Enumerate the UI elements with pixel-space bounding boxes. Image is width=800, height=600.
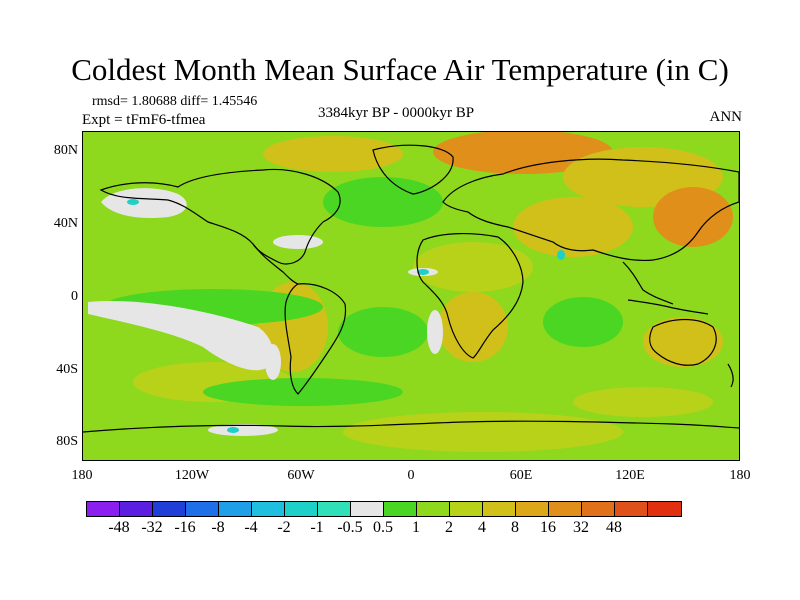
indonesia-coast <box>627 299 709 315</box>
colorbar-swatch <box>450 502 483 516</box>
stats-label: rmsd= 1.80688 diff= 1.45546 <box>92 94 258 109</box>
colorbar-swatch <box>219 502 252 516</box>
greenland-coast <box>372 144 454 195</box>
colorbar-tick-label: -0.5 <box>337 519 363 536</box>
colorbar-swatch <box>318 502 351 516</box>
colorbar-tick-label: 48 <box>606 519 622 536</box>
south-pacific-warm-patch <box>573 387 713 417</box>
colorbar-tick-label: 8 <box>511 519 519 536</box>
colorbar-tick-label: 16 <box>540 519 556 536</box>
y-tick-label: 0 <box>71 289 78 304</box>
colorbar-swatch <box>285 502 318 516</box>
y-tick-label: 40S <box>56 362 78 377</box>
y-tick-label: 40N <box>53 216 78 231</box>
eurasia-coast <box>442 158 739 262</box>
map-title: Coldest Month Mean Surface Air Temperatu… <box>71 52 729 87</box>
alaska-near-zero-patch <box>101 188 187 219</box>
east-asia-warm-patch <box>653 187 733 247</box>
new-zealand-coast <box>727 363 734 388</box>
southeast-asia-coast <box>622 261 674 305</box>
coastlines <box>83 144 739 433</box>
colorbar-swatch <box>582 502 615 516</box>
colorbar <box>86 501 682 517</box>
colorbar-swatch <box>153 502 186 516</box>
antarctic-near-zero-patch <box>208 424 278 436</box>
map-panel <box>82 131 740 461</box>
central-asia-warm-patch <box>513 197 633 257</box>
namibia-near-zero-patch <box>427 310 443 354</box>
colorbar-tick-label: -16 <box>174 519 196 536</box>
colorbar-swatch <box>351 502 384 516</box>
colorbar-tick-label: -4 <box>244 519 258 536</box>
southern-ocean-cool-band <box>203 378 403 406</box>
sahel-cold-speck <box>417 269 429 275</box>
antarctic-warm-patch <box>343 412 623 452</box>
x-tick-label: 180 <box>71 468 93 483</box>
chile-near-zero-patch <box>265 344 281 380</box>
x-tick-label: 120W <box>174 468 210 483</box>
anomaly-map <box>83 132 739 460</box>
y-tick-label: 80N <box>53 143 78 158</box>
period-label: 3384kyr BP - 0000kyr BP <box>318 105 475 121</box>
india-cold-speck <box>557 250 565 260</box>
colorbar-tick-label: 1 <box>412 519 420 536</box>
indian-ocean-cool-patch <box>543 297 623 347</box>
colorbar-swatch <box>648 502 681 516</box>
colorbar-swatch <box>516 502 549 516</box>
south-atlantic-cool-patch <box>338 307 428 357</box>
colorbar-swatch <box>384 502 417 516</box>
x-tick-label: 60W <box>287 468 315 483</box>
colorbar-swatch <box>252 502 285 516</box>
colorbar-swatch <box>483 502 516 516</box>
south-america-coast <box>284 283 347 395</box>
colorbar-swatch <box>615 502 648 516</box>
season-label: ANN <box>709 109 743 125</box>
colorbar-swatch <box>87 502 120 516</box>
x-tick-label: 180 <box>729 468 751 483</box>
colorbar-tick-label: -8 <box>211 519 225 536</box>
australia-coast <box>649 318 717 366</box>
australia-warm-patch <box>643 317 723 367</box>
x-tick-label: 0 <box>407 468 415 483</box>
x-tick-label: 120E <box>615 468 645 483</box>
colorbar-tick-label: 2 <box>445 519 453 536</box>
experiment-label: Expt = tFmF6-tfmea <box>82 112 206 128</box>
arctic-warm-patch <box>433 132 613 174</box>
colorbar-swatch <box>186 502 219 516</box>
colorbar-tick-label: -32 <box>141 519 163 536</box>
africa-coast <box>416 232 524 359</box>
pacific-near-zero-band <box>88 301 274 371</box>
mexico-near-zero-patch <box>273 235 323 249</box>
alaska-cold-speck <box>127 199 139 205</box>
north-africa-warm-patch <box>413 242 533 292</box>
antarctica-coast <box>83 420 739 433</box>
southern-africa-warm-patch <box>438 292 508 362</box>
y-tick-label: 80S <box>56 434 78 449</box>
north-atlantic-cool-patch <box>323 177 443 227</box>
colorbar-swatch <box>417 502 450 516</box>
arctic-west-patch <box>263 136 403 172</box>
colorbar-tick-label: 4 <box>478 519 486 536</box>
central-america-coast <box>252 243 299 285</box>
north-america-coast <box>99 168 341 265</box>
colorbar-tick-label: 0.5 <box>373 519 393 536</box>
antarctic-cold-speck <box>227 427 239 433</box>
colorbar-tick-label: 32 <box>573 519 589 536</box>
x-tick-label: 60E <box>509 468 533 483</box>
colorbar-tick-label: -1 <box>310 519 324 536</box>
colorbar-tick-label: -2 <box>277 519 291 536</box>
colorbar-tick-label: -48 <box>108 519 130 536</box>
colorbar-swatch <box>120 502 153 516</box>
colorbar-swatch <box>549 502 582 516</box>
